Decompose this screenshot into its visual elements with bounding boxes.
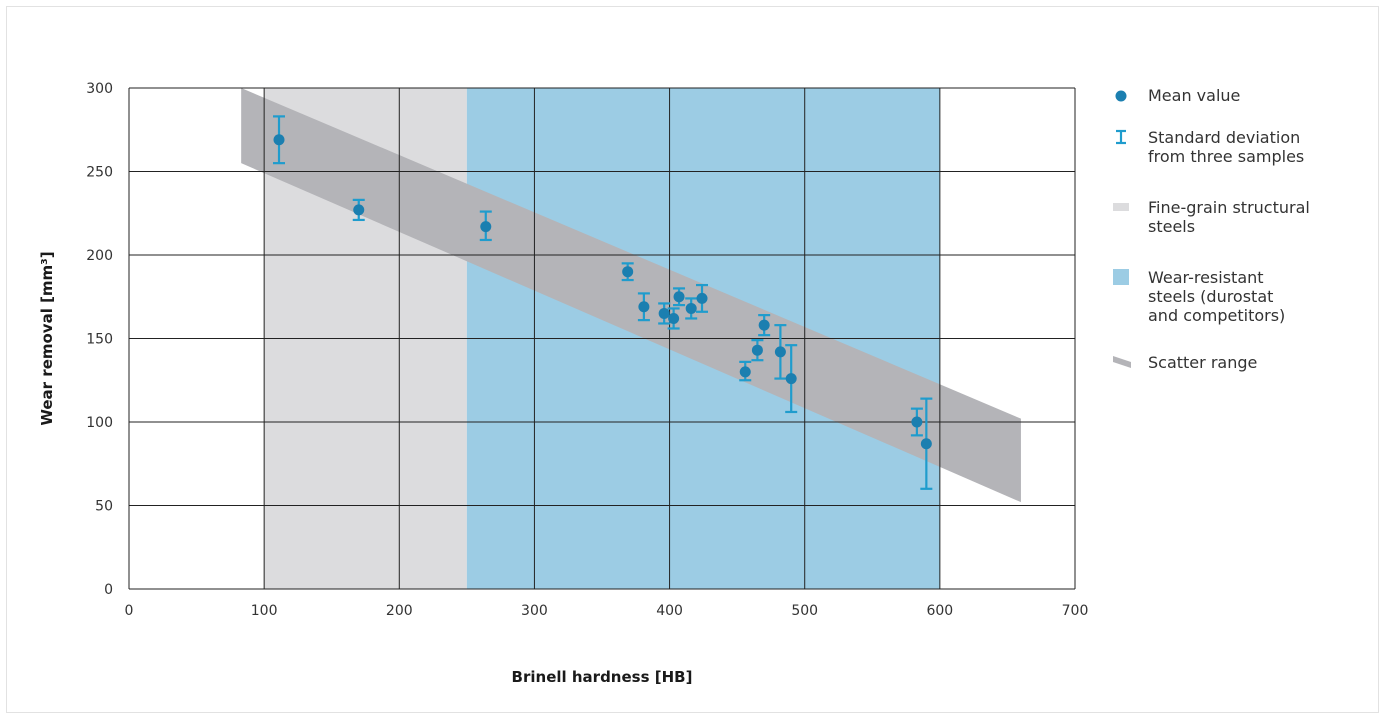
mean-marker <box>696 292 708 304</box>
x-tick-label: 500 <box>791 603 818 619</box>
x-tick-label: 600 <box>926 603 953 619</box>
legend-fine-grain-swatch <box>1113 203 1129 211</box>
y-axis-label: Wear removal [mm³] <box>38 251 56 425</box>
x-tick-label: 300 <box>521 603 548 619</box>
mean-marker <box>751 344 763 356</box>
mean-marker <box>911 416 923 428</box>
points-layer <box>273 115 933 490</box>
x-tick-label: 400 <box>656 603 683 619</box>
data-point <box>910 407 923 437</box>
data-point <box>667 307 680 330</box>
legend-label: steels (durostat <box>1148 287 1273 306</box>
x-tick-label: 200 <box>386 603 413 619</box>
scatter-range-band <box>241 88 1021 503</box>
data-point <box>739 360 752 382</box>
x-tick-label: 0 <box>125 603 134 619</box>
mean-marker <box>658 307 670 319</box>
legend-label: Fine-grain structural <box>1148 198 1310 217</box>
mean-marker <box>685 302 697 314</box>
mean-marker <box>920 438 932 450</box>
grid-layer <box>128 87 1076 590</box>
mean-marker <box>273 134 285 146</box>
legend-wear-resistant-swatch <box>1113 269 1129 285</box>
tick-labels-layer: 0 100 200 300 400 500 600 700 0 50 100 150 200 250 300 <box>86 81 1088 619</box>
data-point <box>774 324 787 380</box>
legend-scatter-icon <box>1113 356 1131 368</box>
mean-marker <box>758 319 770 331</box>
data-point <box>621 262 634 282</box>
x-axis-label: Brinell hardness [HB] <box>512 668 693 686</box>
mean-marker <box>739 366 751 378</box>
data-point <box>352 198 365 222</box>
y-tick-label: 300 <box>86 81 113 97</box>
data-point <box>673 287 686 307</box>
legend-mean-icon <box>1115 90 1127 102</box>
data-point <box>758 314 771 337</box>
mean-marker <box>668 312 680 324</box>
data-point <box>273 115 286 165</box>
legend-item-scatter: Scatter range <box>1113 353 1257 372</box>
mean-marker <box>774 346 786 358</box>
data-point <box>637 292 650 322</box>
legend-label: and competitors) <box>1148 306 1285 325</box>
y-tick-label: 0 <box>104 582 113 598</box>
data-point <box>920 397 933 490</box>
mean-marker <box>480 221 492 233</box>
scatter-band-layer <box>241 88 1021 503</box>
legend-label: Scatter range <box>1148 353 1257 372</box>
mean-marker <box>353 204 365 216</box>
data-point <box>658 302 671 325</box>
y-tick-label: 50 <box>95 499 113 515</box>
mean-marker <box>622 266 634 278</box>
mean-marker <box>673 291 685 303</box>
y-tick-label: 200 <box>86 248 113 264</box>
legend-label: steels <box>1148 217 1195 236</box>
legend-label: Standard deviation <box>1148 128 1300 147</box>
legend-label: Mean value <box>1148 86 1240 105</box>
x-tick-label: 700 <box>1062 603 1089 619</box>
data-point <box>685 297 698 320</box>
y-tick-label: 100 <box>86 415 113 431</box>
data-point <box>696 283 709 313</box>
legend-label: from three samples <box>1148 147 1304 166</box>
legend-label: Wear-resistant <box>1148 268 1264 287</box>
data-point <box>479 210 492 242</box>
y-tick-label: 250 <box>86 165 113 181</box>
y-tick-label: 150 <box>86 332 113 348</box>
legend-item-mean: Mean value <box>1115 86 1240 105</box>
data-point <box>751 339 764 362</box>
data-point <box>785 344 798 414</box>
mean-marker <box>785 373 797 385</box>
mean-marker <box>638 301 650 313</box>
x-tick-label: 100 <box>251 603 278 619</box>
